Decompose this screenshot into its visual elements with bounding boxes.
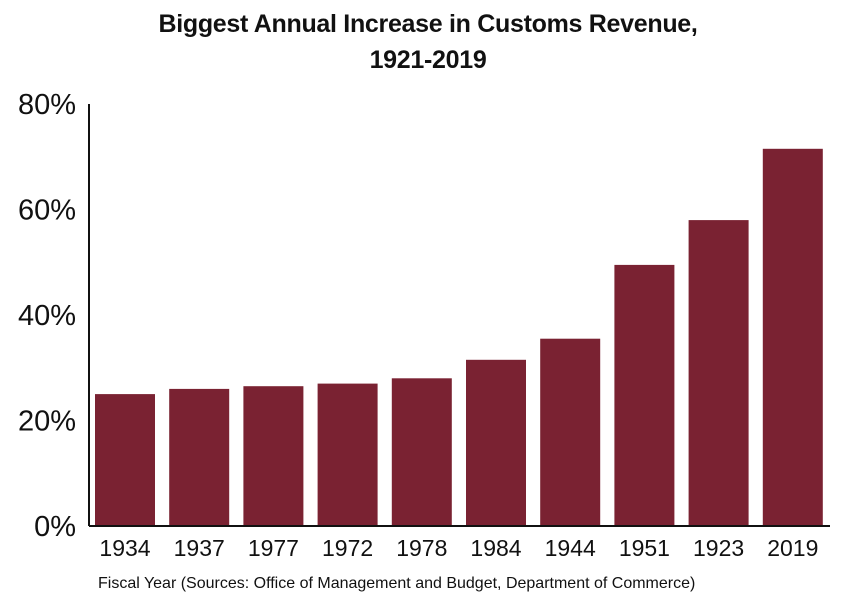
bar	[614, 264, 675, 526]
x-tick-label: 1972	[322, 535, 373, 561]
y-tick-label: 60%	[18, 195, 76, 227]
y-tick-label: 80%	[18, 89, 76, 121]
bar	[466, 359, 526, 526]
x-tick-label: 1934	[99, 535, 150, 561]
x-tick-label: 1923	[693, 535, 744, 561]
x-tick-label: 2019	[767, 535, 818, 561]
bar	[762, 148, 823, 527]
x-axis-ticks: 1934 1937 1977 1972 1978 1984 1944 1951 1923 2019	[99, 535, 818, 561]
chart-title-line-2: 1921-2019	[369, 46, 487, 74]
x-tick-label: 1984	[470, 535, 521, 561]
bar	[391, 378, 452, 526]
x-tick-label: 1937	[174, 535, 225, 561]
y-tick-label: 40%	[18, 300, 76, 332]
bar	[540, 338, 601, 526]
x-tick-label: 1951	[619, 535, 670, 561]
y-tick-label: 20%	[18, 406, 76, 438]
bar	[317, 383, 378, 526]
x-tick-label: 1978	[396, 535, 447, 561]
chart-title: Biggest Annual Increase in Customs Reven…	[0, 6, 856, 78]
bar	[243, 386, 304, 526]
bar	[688, 220, 749, 526]
y-axis-ticks: 0% 20% 40% 60% 80%	[18, 89, 76, 543]
chart-title-line-1: Biggest Annual Increase in Customs Reven…	[158, 10, 698, 38]
bar	[95, 394, 155, 526]
x-axis-title: Fiscal Year (Sources: Office of Manageme…	[98, 575, 696, 592]
y-tick-label: 0%	[34, 511, 76, 543]
x-tick-label: 1977	[248, 535, 299, 561]
bar	[169, 388, 230, 526]
x-tick-label: 1944	[545, 535, 596, 561]
bars	[95, 148, 823, 527]
